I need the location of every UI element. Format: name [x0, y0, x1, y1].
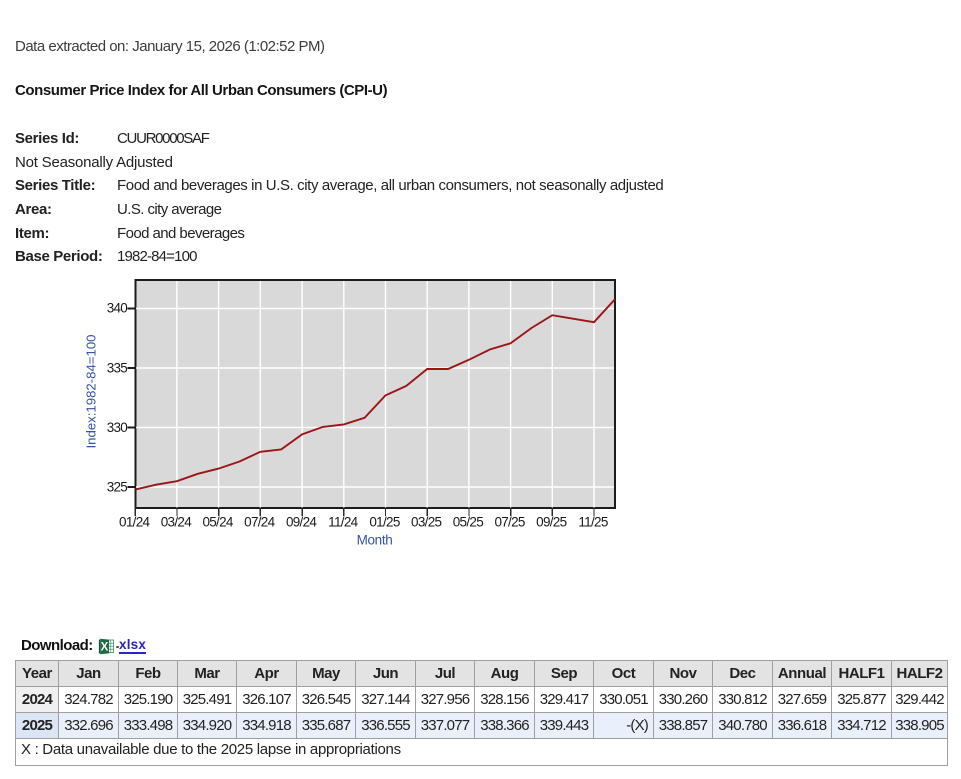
svg-text:03/25: 03/25	[411, 514, 441, 529]
svg-text:11/24: 11/24	[328, 514, 358, 529]
svg-text:05/24: 05/24	[202, 514, 233, 529]
svg-text:340: 340	[107, 301, 128, 316]
svg-text:X: X	[101, 642, 109, 654]
svg-text:330: 330	[107, 420, 128, 435]
svg-text:01/25: 01/25	[369, 514, 399, 529]
svg-text:09/25: 09/25	[536, 514, 566, 529]
svg-text:01/24: 01/24	[119, 514, 150, 529]
svg-text:03/24: 03/24	[161, 514, 192, 529]
svg-text:11/25: 11/25	[578, 514, 607, 529]
svg-text:335: 335	[107, 361, 128, 376]
svg-text:09/24: 09/24	[286, 514, 317, 529]
svg-text:05/25: 05/25	[453, 514, 483, 529]
svg-text:Index:1982-84=100: Index:1982-84=100	[85, 334, 99, 448]
svg-text:07/25: 07/25	[494, 514, 524, 529]
svg-text:07/24: 07/24	[244, 514, 275, 529]
svg-text:Month: Month	[357, 533, 393, 548]
svg-text:325: 325	[107, 480, 128, 495]
